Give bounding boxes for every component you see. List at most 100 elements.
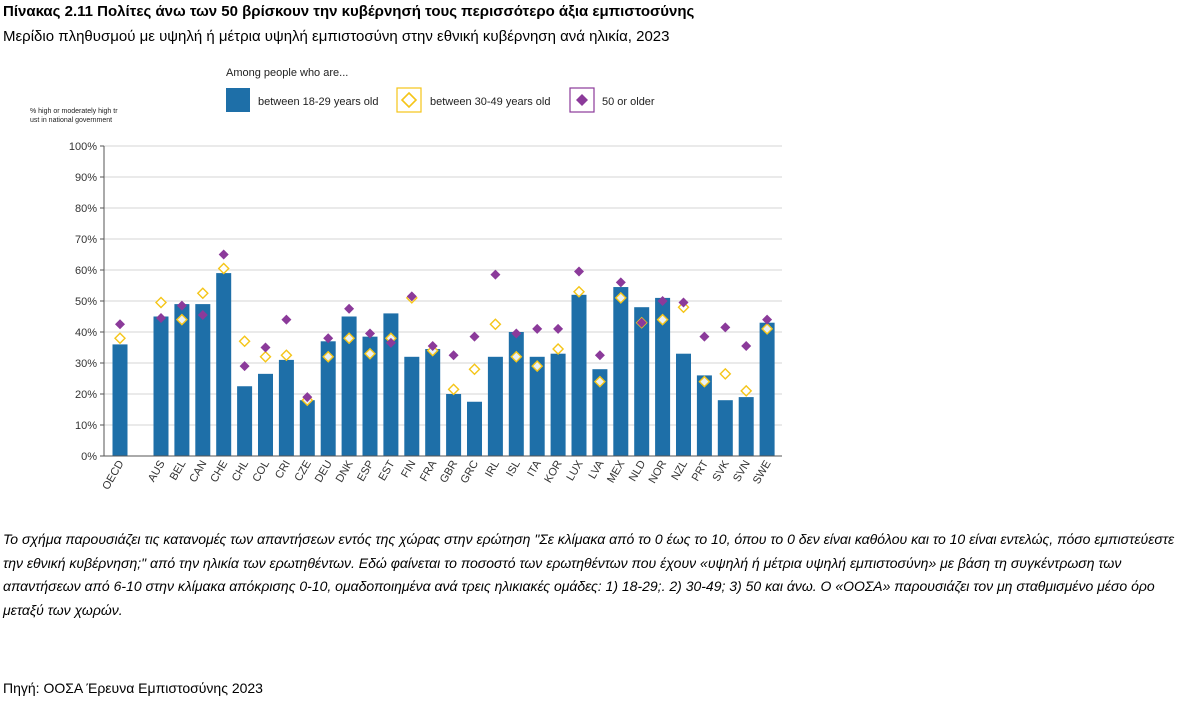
y-tick-label: 0% (81, 451, 97, 463)
marker-30-49-kor (552, 343, 565, 356)
marker-50-svk (720, 322, 731, 333)
x-tick-label-dnk: DNK (334, 458, 356, 485)
x-tick-label-col: COL (250, 459, 272, 485)
x-tick-label-prt: PRT (690, 458, 711, 483)
x-tick-label-deu: DEU (313, 458, 335, 484)
bar-fin (404, 356, 420, 456)
legend-label-18-29: between 18-29 years old (258, 96, 378, 108)
bar-irl (487, 356, 503, 456)
x-tick-label-irl: IRL (483, 459, 502, 480)
marker-30-49-swe (761, 322, 774, 335)
marker-30-49-svn (740, 384, 753, 397)
bar-can (195, 304, 211, 456)
marker-50-est (385, 337, 396, 348)
marker-50-kor (553, 323, 564, 334)
x-tick-label-ita: ITA (525, 458, 544, 479)
marker-50-bel (176, 300, 187, 311)
bar-svk (717, 400, 733, 456)
marker-30-49-prt (698, 375, 711, 388)
y-tick-label: 70% (75, 234, 97, 246)
bar-cri (278, 359, 294, 456)
x-tick-label-swe: SWE (751, 459, 774, 487)
marker-50-aus (156, 313, 166, 324)
y-tick-label: 10% (75, 420, 97, 432)
x-tick-label-svn: SVN (731, 458, 753, 484)
marker-50-prt (699, 331, 710, 342)
marker-30-49-ita (531, 360, 544, 373)
marker-50-ita (532, 323, 543, 334)
x-tick-label-cri: CRI (273, 459, 293, 481)
bar-col (258, 373, 273, 456)
marker-50-nor (657, 296, 668, 306)
marker-30-49-lux (573, 285, 585, 298)
marker-30-49-oecd (114, 332, 126, 345)
bar-grc (467, 401, 482, 456)
marker-30-49-chl (238, 335, 251, 348)
marker-50-irl (490, 269, 501, 280)
bars (112, 273, 775, 456)
bar-cze (299, 400, 315, 456)
marker-30-49-gbr (447, 383, 460, 396)
bar-isl (508, 332, 524, 456)
legend-label-30-49: between 30-49 years old (430, 96, 550, 108)
bar-kor (550, 353, 566, 456)
legend-label-50: 50 or older (602, 96, 655, 108)
marker-50-fin (406, 291, 417, 302)
bar-che (216, 273, 232, 456)
y-tick-label: 60% (75, 265, 97, 277)
bar-deu (320, 341, 336, 456)
marker-30-49-deu (322, 350, 335, 363)
x-tick-label-kor: KOR (542, 458, 564, 485)
bar-dnk (341, 316, 357, 456)
marker-30-49-can (196, 287, 209, 300)
legend-swatch-50-diamond (576, 94, 588, 106)
bar-nld (634, 307, 650, 456)
x-tick-label-cze: CZE (293, 459, 314, 484)
bar-lva (592, 369, 608, 456)
legend: between 18-29 years old between 30-49 ye… (226, 87, 655, 113)
y-tick-label: 100% (69, 141, 97, 153)
marker-50-grc (469, 331, 480, 342)
marker-30-49-dnk (343, 332, 356, 345)
x-tick-label-gbr: GBR (438, 458, 460, 485)
x-tick-label-fin: FIN (399, 458, 418, 479)
bar-nor (655, 297, 671, 456)
marker-50-cze (302, 392, 313, 403)
chart-title: Πίνακας 2.11 Πολίτες άνω των 50 βρίσκουν… (3, 3, 695, 20)
marker-30-49-esp (364, 347, 376, 360)
x-tick-label-can: CAN (187, 458, 209, 484)
x-tick-label-nzl: NZL (669, 459, 690, 483)
markers (114, 249, 774, 407)
legend-swatch-30-49-diamond (400, 91, 418, 109)
marker-50-lva (594, 350, 605, 361)
y-tick-labels: 0% 10% 20% 30% 40% 50% 60% 70% 80% 90% 100% (69, 141, 104, 463)
marker-30-49-nor (656, 313, 669, 326)
marker-50-deu (323, 333, 334, 344)
marker-50-lux (574, 266, 584, 277)
marker-50-mex (615, 277, 626, 288)
marker-30-49-irl (489, 318, 502, 331)
marker-50-swe (762, 314, 773, 325)
bar-fra (425, 349, 441, 456)
marker-50-gbr (448, 350, 459, 361)
x-tick-label-grc: GRC (458, 458, 481, 485)
x-tick-label-lva: LVA (587, 458, 607, 481)
x-tick-label-nld: NLD (627, 458, 648, 483)
x-tick-label-oecd: OECD (100, 458, 126, 492)
y-tick-label: 30% (75, 358, 97, 370)
marker-50-svn (741, 340, 752, 351)
chart-source: Πηγή: ΟΟΣΑ Έρευνα Εμπιστοσύνης 2023 (3, 680, 263, 696)
bar-prt (696, 375, 712, 456)
x-tick-label-nor: NOR (647, 458, 670, 485)
chart-note: Το σχήμα παρουσιάζει τις κατανομές των α… (3, 531, 1175, 618)
marker-50-esp (365, 328, 375, 339)
x-tick-label-svk: SVK (710, 458, 732, 484)
bar-aus (153, 316, 169, 456)
bar-gbr (446, 394, 462, 456)
x-tick-label-isl: ISL (504, 459, 523, 479)
y-tick-label: 20% (75, 389, 97, 401)
marker-30-49-lva (593, 375, 606, 388)
x-tick-label-fra: FRA (418, 458, 440, 484)
legend-swatch-18-29 (226, 88, 250, 112)
